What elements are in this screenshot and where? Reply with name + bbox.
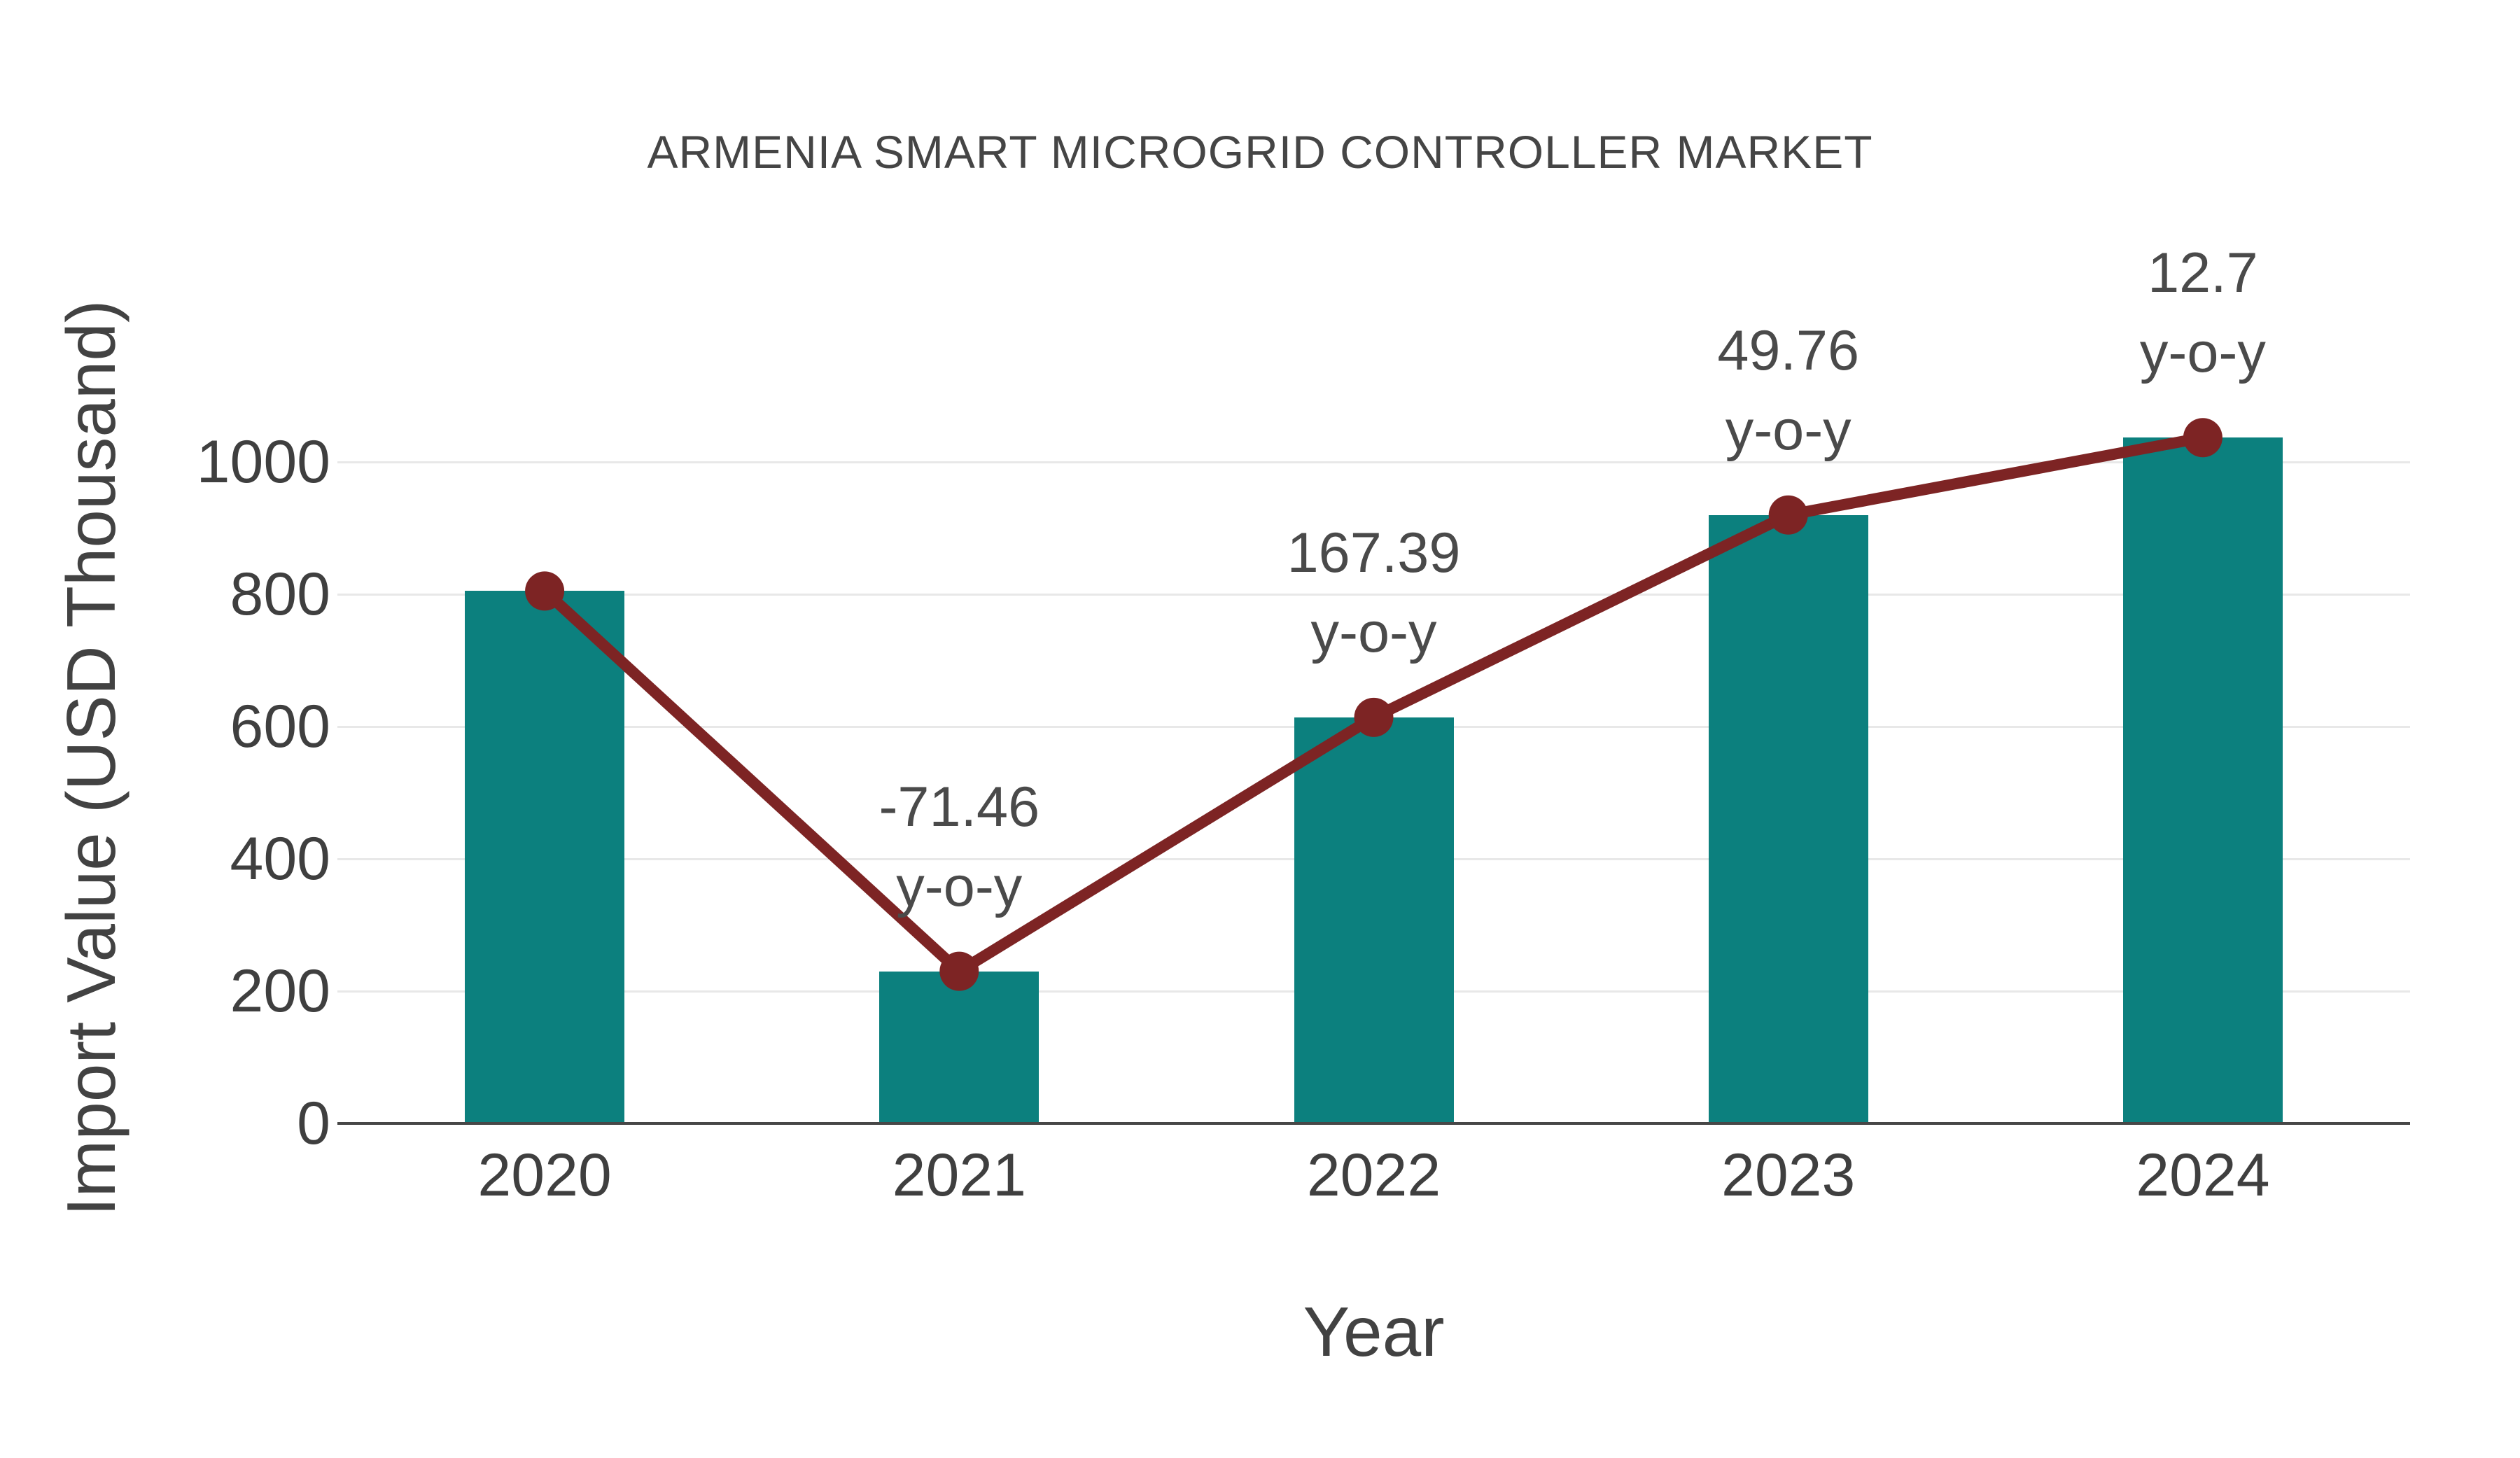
y-tick-400: 400: [230, 825, 331, 893]
annotation-suffix-2024: y-o-y: [2139, 321, 2266, 385]
bar-2020[interactable]: [465, 591, 625, 1123]
chart-title: ARMENIA SMART MICROGRID CONTROLLER MARKE…: [647, 126, 1873, 178]
x-tick-2022: 2022: [1306, 1142, 1441, 1209]
bar-2023[interactable]: [1708, 514, 1868, 1123]
annotation-suffix-2023: y-o-y: [1725, 398, 1851, 462]
annotation-suffix-2021: y-o-y: [896, 855, 1023, 918]
x-axis-title: Year: [1303, 1293, 1445, 1371]
data-point-2021[interactable]: [939, 951, 979, 991]
x-tick-2020: 2020: [477, 1142, 612, 1209]
bar-2024[interactable]: [2122, 437, 2283, 1123]
trend-layer: [525, 418, 2222, 991]
bar-2022[interactable]: [1294, 717, 1454, 1123]
annotation-suffix-2022: y-o-y: [1310, 601, 1437, 664]
y-tick-200: 200: [230, 958, 331, 1025]
y-tick-800: 800: [230, 561, 331, 629]
x-axis-line: [337, 1122, 2410, 1125]
data-point-2024[interactable]: [2183, 418, 2222, 458]
bar-2021[interactable]: [879, 971, 1040, 1123]
x-tick-2024: 2024: [2136, 1142, 2270, 1209]
y-tick-0: 0: [297, 1090, 330, 1157]
annotation-value-2022: 167.39: [1287, 521, 1461, 584]
annotation-value-2024: 12.7: [2148, 241, 2258, 305]
x-tick-2021: 2021: [892, 1142, 1026, 1209]
annotation-value-2023: 49.76: [1717, 318, 1860, 382]
data-point-2022[interactable]: [1354, 697, 1394, 737]
y-tick-1000: 1000: [196, 428, 330, 496]
y-tick-600: 600: [230, 693, 331, 761]
x-tick-2023: 2023: [1721, 1142, 1856, 1209]
gridline-800: [337, 593, 2410, 596]
data-point-2020[interactable]: [525, 571, 565, 611]
gridline-1000: [337, 461, 2410, 463]
chart-canvas: ARMENIA SMART MICROGRID CONTROLLER MARKE…: [52, 126, 2410, 1371]
annotation-value-2021: -71.46: [878, 775, 1040, 839]
data-point-2023[interactable]: [1768, 495, 1808, 535]
